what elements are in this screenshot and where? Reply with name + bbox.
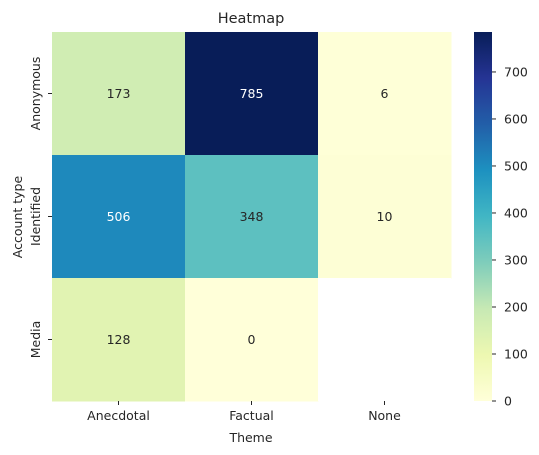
cell-value-label: 173 bbox=[107, 86, 131, 101]
cell-value-label: 10 bbox=[377, 209, 393, 224]
colorbar-tick-label: 0 bbox=[504, 394, 512, 409]
heatmap-cell-empty bbox=[318, 278, 451, 401]
heatmap-cell bbox=[185, 155, 319, 279]
cell-value-label: 785 bbox=[240, 86, 264, 101]
heatmap-cell bbox=[185, 32, 319, 156]
y-axis-ticks: Anonymous Identified Media bbox=[28, 57, 52, 359]
x-axis-label: Theme bbox=[228, 430, 272, 445]
y-tick-label: Identified bbox=[28, 187, 43, 246]
y-tick-label: Media bbox=[28, 321, 43, 359]
heatmap-cell bbox=[318, 32, 452, 156]
colorbar-tick-label: 500 bbox=[504, 158, 528, 173]
cell-value-label: 506 bbox=[107, 209, 131, 224]
heatmap-cell bbox=[52, 278, 186, 402]
x-tick-label: None bbox=[368, 408, 401, 423]
x-axis-ticks: Anecdotal Factual None bbox=[87, 401, 401, 423]
y-tick-label: Anonymous bbox=[28, 57, 43, 131]
heatmap-cell bbox=[318, 155, 452, 279]
colorbar-tick-label: 200 bbox=[504, 299, 528, 314]
colorbar-tick-label: 100 bbox=[504, 346, 528, 361]
heatmap-cell bbox=[52, 32, 186, 156]
colorbar-tick-label: 700 bbox=[504, 64, 528, 79]
x-tick-label: Anecdotal bbox=[87, 408, 150, 423]
colorbar-tick-label: 300 bbox=[504, 252, 528, 267]
cell-value-label: 128 bbox=[107, 332, 131, 347]
cell-value-label: 6 bbox=[381, 86, 389, 101]
colorbar-tick-label: 600 bbox=[504, 111, 528, 126]
chart-title: Heatmap bbox=[218, 11, 285, 27]
colorbar-tick-label: 400 bbox=[504, 205, 528, 220]
heatmap-cell bbox=[185, 278, 319, 402]
heatmap-cell bbox=[52, 155, 186, 279]
cell-value-label: 348 bbox=[240, 209, 264, 224]
y-axis-label: Account type bbox=[10, 176, 25, 259]
cell-value-label: 0 bbox=[248, 332, 256, 347]
colorbar bbox=[474, 32, 492, 401]
colorbar-ticks: 0 100 200 300 400 500 600 700 bbox=[492, 64, 528, 409]
x-tick-label: Factual bbox=[229, 408, 274, 423]
heatmap-cells: 173 785 6 506 348 10 128 0 bbox=[52, 32, 452, 402]
